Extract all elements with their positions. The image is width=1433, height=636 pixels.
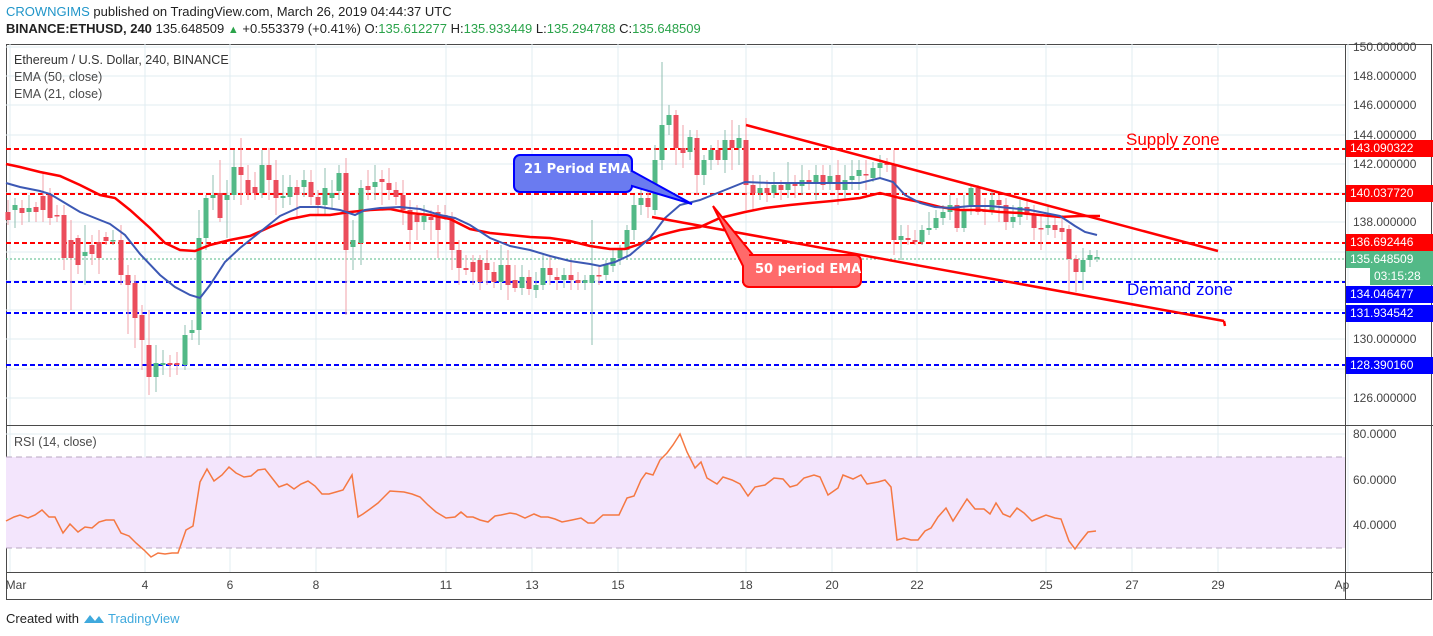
- supply-level-label-3: 136.692446: [1346, 234, 1433, 251]
- publish-header: CROWNGIMS published on TradingView.com, …: [6, 4, 452, 19]
- ema-50-line: [5, 162, 1100, 253]
- time-tick: 18: [739, 578, 753, 592]
- price-tick: 144.000000: [1353, 128, 1417, 142]
- price-tick: 150.000000: [1353, 40, 1417, 54]
- last-price-label: 135.648509: [1346, 251, 1433, 268]
- demand-zone-label: Demand zone: [1127, 280, 1233, 299]
- demand-level-label-2: 131.934542: [1346, 305, 1433, 322]
- supply-zone-label: Supply zone: [1126, 130, 1220, 149]
- rsi-tick: 60.0000: [1353, 473, 1397, 487]
- low-label: L:: [535, 21, 547, 36]
- footer: Created with TradingView: [6, 610, 180, 626]
- ema21-legend[interactable]: EMA (21, close): [14, 87, 103, 101]
- supply-level-label-2: 140.037720: [1346, 185, 1433, 202]
- support-resistance-levels: [6, 148, 1345, 366]
- rsi-band: [6, 457, 1345, 548]
- time-tick: Mar: [5, 578, 27, 592]
- price-tick: 148.000000: [1353, 69, 1417, 83]
- time-tick: 13: [525, 578, 539, 592]
- price-tick: 138.000000: [1353, 215, 1417, 229]
- upper-trendline: [745, 123, 1219, 253]
- rsi-tick: 40.0000: [1353, 518, 1397, 532]
- author-link[interactable]: CROWNGIMS: [6, 4, 90, 19]
- demand-level-label-1: 134.046477: [1346, 286, 1433, 303]
- time-tick: 27: [1125, 578, 1139, 592]
- high-value: 135.933449: [463, 21, 533, 36]
- close-value: 135.648509: [632, 21, 701, 36]
- ema21-callout: 21 Period EMA: [524, 162, 631, 177]
- rsi-tick: 80.0000: [1353, 427, 1397, 441]
- tradingview-logo-icon: [83, 615, 104, 623]
- chart-title: Ethereum / U.S. Dollar, 240, BINANCE: [14, 53, 229, 67]
- open-label: O:: [364, 21, 379, 36]
- time-tick: Ap: [1334, 578, 1350, 592]
- low-value: 135.294788: [546, 21, 616, 36]
- supply-level-label-1: 143.090322: [1346, 140, 1433, 157]
- up-arrow-icon: ▲: [227, 24, 239, 36]
- time-tick: 25: [1039, 578, 1053, 592]
- chart-frame[interactable]: [6, 44, 1432, 600]
- time-tick: 22: [910, 578, 924, 592]
- rsi-legend[interactable]: RSI (14, close): [14, 435, 97, 449]
- time-tick: 4: [141, 578, 149, 592]
- last-price: 135.648509: [155, 21, 225, 36]
- symbol-label: BINANCE:ETHUSD, 240: [6, 21, 152, 36]
- time-tick: 20: [825, 578, 839, 592]
- ema50-legend[interactable]: EMA (50, close): [14, 70, 103, 84]
- created-with-label: Created with: [6, 611, 79, 626]
- ema50-callout: 50 period EMA: [755, 262, 862, 277]
- tradingview-link[interactable]: TradingView: [108, 611, 180, 626]
- open-value: 135.612277: [378, 21, 447, 36]
- rsi-line: [5, 432, 1097, 558]
- price-tick: 126.000000: [1353, 391, 1417, 405]
- high-label: H:: [450, 21, 464, 36]
- price-tick: 146.000000: [1353, 98, 1417, 112]
- demand-level-label-3: 128.390160: [1346, 357, 1433, 374]
- publish-info: published on TradingView.com, March 26, …: [93, 4, 452, 19]
- price-tick: 130.000000: [1353, 332, 1417, 346]
- time-tick: 11: [439, 578, 453, 592]
- ohlc-header: BINANCE:ETHUSD, 240 135.648509 ▲ +0.5533…: [6, 21, 701, 36]
- price-tick: 142.000000: [1353, 157, 1417, 171]
- time-tick: 6: [226, 578, 234, 592]
- time-tick: 15: [611, 578, 625, 592]
- price-change: +0.553379 (+0.41%): [242, 21, 361, 36]
- close-label: C:: [619, 21, 633, 36]
- ema-21-line: [5, 176, 1098, 300]
- candlesticks: [5, 62, 1100, 395]
- lower-trendline: [651, 215, 1225, 323]
- time-tick: 8: [312, 578, 320, 592]
- trendline-end-tick: [1222, 320, 1227, 327]
- time-tick: 29: [1211, 578, 1225, 592]
- bar-countdown-label: 03:15:28: [1370, 268, 1433, 285]
